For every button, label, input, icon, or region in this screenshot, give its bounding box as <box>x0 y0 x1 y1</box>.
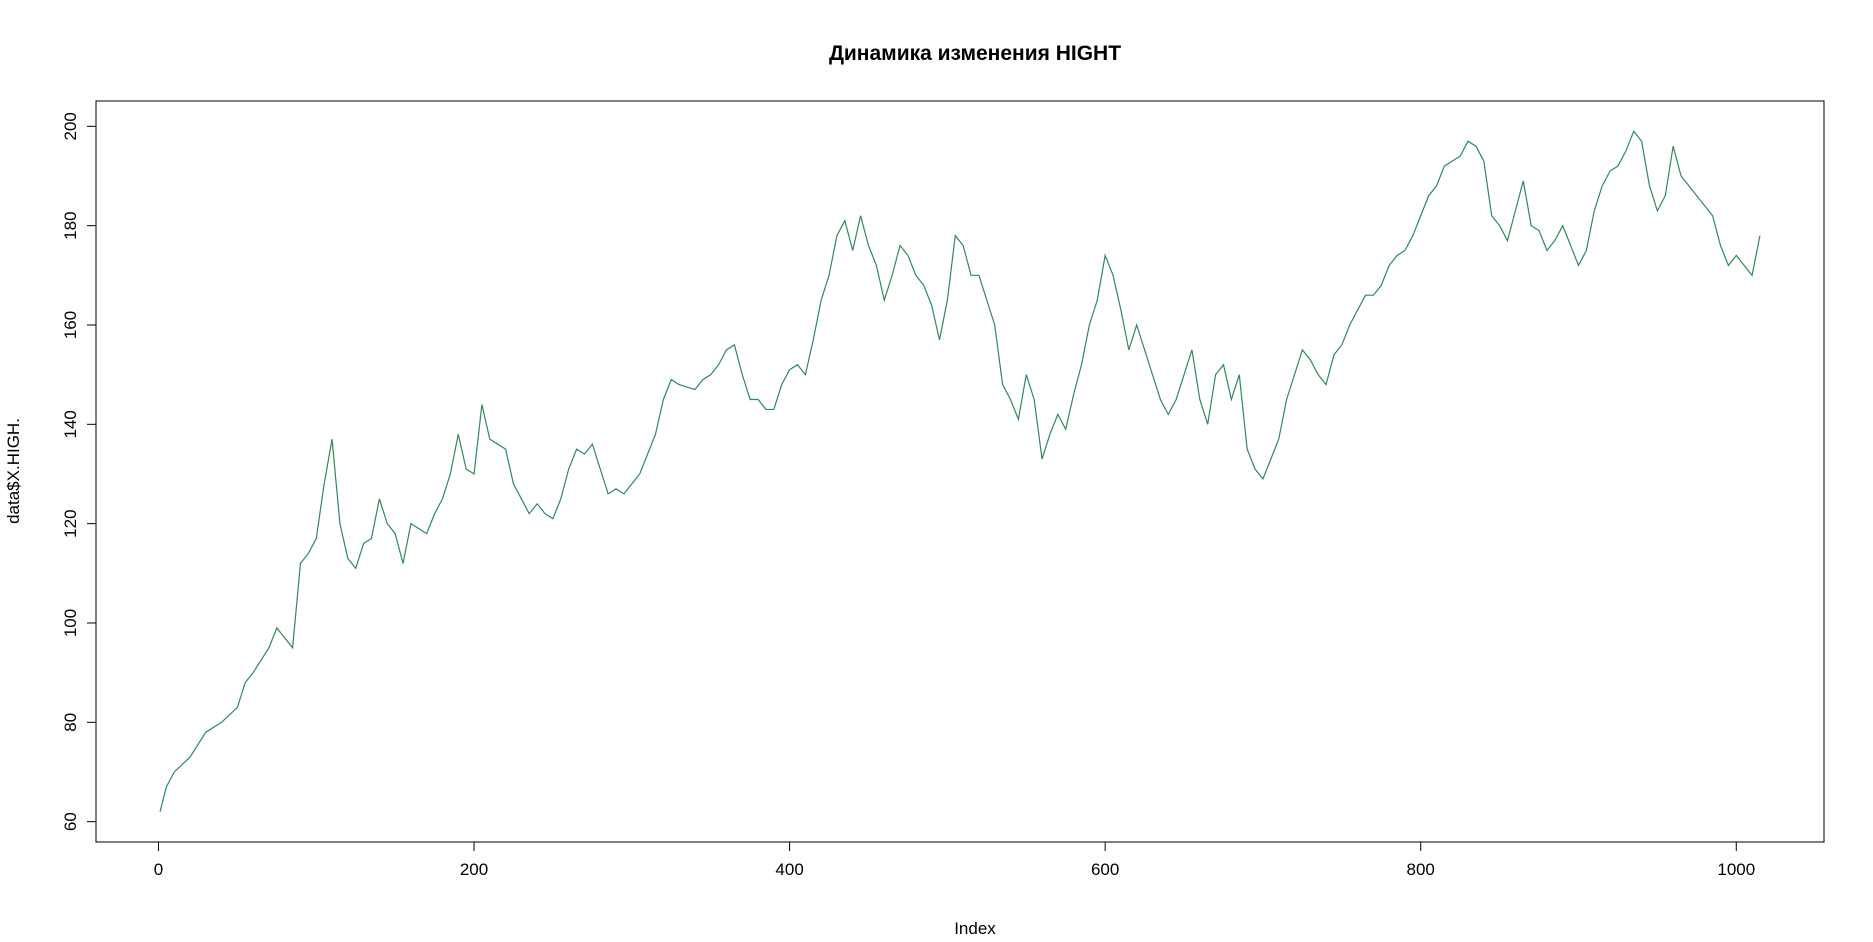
y-tick-label: 100 <box>61 609 80 637</box>
y-tick-label: 120 <box>61 509 80 537</box>
data-line <box>159 130 1761 812</box>
y-tick-label: 200 <box>61 112 80 140</box>
x-tick-label: 400 <box>775 860 803 879</box>
chart-title: Динамика изменения HIGHT <box>829 42 1121 65</box>
x-tick-label: 600 <box>1091 860 1119 879</box>
x-tick-label: 800 <box>1407 860 1435 879</box>
plot-box <box>95 100 1825 843</box>
y-tick-label: 160 <box>61 311 80 339</box>
y-tick-label: 80 <box>61 713 80 732</box>
y-tick-label: 180 <box>61 211 80 239</box>
x-tick-label: 1000 <box>1717 860 1755 879</box>
x-axis-label: Index <box>954 919 996 938</box>
x-tick-label: 200 <box>460 860 488 879</box>
x-tick-label: 0 <box>154 860 163 879</box>
y-tick-label: 140 <box>61 410 80 438</box>
y-tick-label: 60 <box>61 812 80 831</box>
y-axis-label: data$X.HIGH. <box>4 418 23 524</box>
